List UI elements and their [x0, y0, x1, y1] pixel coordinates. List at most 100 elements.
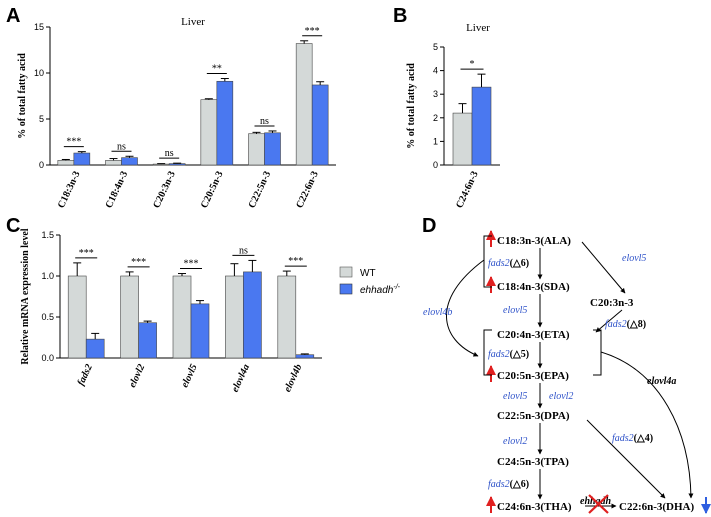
chart-c-y-axis-label: Relative mRNA expression level: [20, 228, 31, 364]
chart-a-bar: [168, 163, 186, 166]
bracket-eta-epa-right: [593, 329, 602, 376]
chart-a-ytick-label: 10: [34, 68, 44, 78]
chart-b-ytick-label: 0: [433, 160, 438, 170]
chart-b-y-axis-label: % of total fatty acid: [406, 63, 417, 149]
chart-a-bar: [216, 80, 234, 166]
chart-b-ytick-label: 2: [433, 113, 438, 123]
chart-b-ytick-label: 3: [433, 89, 438, 99]
enzyme-fads2-d6-bottom-delta: (△6): [510, 479, 529, 490]
chart-a-sig-label: ns: [260, 116, 269, 127]
chart-b-title: Liver: [466, 22, 490, 34]
node-dha: C22:6n-3(DHA): [619, 501, 694, 513]
enzyme-fads2-d8-name: fads2: [605, 319, 627, 330]
chart-c-sig-label: ***: [288, 256, 303, 267]
chart-a-bar: [248, 133, 265, 166]
chart-b-bar: [471, 86, 492, 166]
enzyme-elovl4b: elovl4b: [423, 307, 452, 318]
node-eta: C20:4n-3(ETA): [497, 329, 570, 341]
chart-c-sig-label: ns: [239, 245, 248, 256]
node-sda: C18:4n-3(SDA): [497, 281, 570, 293]
chart-b-bar: [452, 112, 473, 166]
chart-c-x-label: elovl4b: [282, 363, 304, 394]
chart-c-mrna-expression: 0.0 0.5 1.0 1.5 Relative mRNA expression lev…: [20, 228, 322, 394]
legend-label-ko-sup: -/-: [393, 284, 400, 291]
chart-b-ytick-label: 5: [433, 42, 438, 52]
chart-a-sig-label: ns: [165, 148, 174, 159]
panel-label-b: B: [393, 5, 407, 27]
chart-a-x-label: C22:6n-3: [294, 170, 321, 210]
arrow-elovl4b: [446, 259, 485, 357]
chart-a-sig-label: **: [212, 64, 222, 75]
panel-label-c: C: [6, 215, 20, 237]
chart-a-x-label: C18:3n-3: [56, 170, 83, 210]
chart-c-bar: [225, 275, 244, 359]
enzyme-elovl2-right: elovl2: [549, 391, 573, 402]
chart-b-liver-c24: 0 1 2 3 4 5 % of total fatty acid Liver * C24:6n-…: [406, 22, 500, 210]
chart-b-ytick-label: 1: [433, 136, 438, 146]
chart-c-ytick-label: 1.0: [41, 271, 54, 281]
enzyme-fads2-d5: fads2(△5): [488, 349, 529, 360]
enzyme-elovl4a: elovl4a: [647, 376, 676, 387]
chart-c-ytick-label: 0.5: [41, 312, 54, 322]
arrow-dpa-dha: [586, 419, 666, 499]
legend-label-ko: ehhadh-/-: [360, 284, 401, 296]
chart-c-bar: [295, 354, 315, 359]
node-tha: C24:6n-3(THA): [497, 501, 572, 513]
chart-a-bar: [200, 99, 218, 166]
chart-c-bar: [243, 271, 262, 359]
chart-a-x-label: C18:4n-3: [104, 170, 131, 210]
enzyme-fads2-d6-top-name: fads2: [488, 258, 510, 269]
chart-c-sig-label: ***: [131, 257, 146, 268]
enzyme-elovl5-mid: elovl5: [503, 305, 527, 316]
enzyme-fads2-d4-delta: (△4): [634, 433, 653, 444]
chart-b-ytick-label: 4: [433, 66, 438, 76]
chart-a-bar: [73, 152, 91, 166]
chart-c-x-label: elovl5: [179, 363, 199, 390]
chart-b-x-label: C24:6n-3: [454, 170, 481, 210]
chart-c-x-label: elovl4a: [230, 363, 252, 394]
chart-a-ytick-label: 15: [34, 22, 44, 32]
chart-c-bar: [277, 275, 297, 359]
chart-c-sig-label: ***: [79, 248, 94, 259]
chart-a-sig-label: ***: [305, 26, 320, 37]
enzyme-fads2-d6-bottom: fads2(△6): [488, 479, 529, 490]
enzyme-fads2-d4-name: fads2: [612, 433, 634, 444]
chart-c-bar: [172, 275, 192, 359]
node-epa: C20:5n-3(EPA): [497, 370, 569, 382]
chart-a-title: Liver: [181, 16, 205, 28]
chart-c-bar: [190, 303, 210, 359]
chart-c-sig-label: ***: [184, 259, 199, 270]
panel-label-d: D: [422, 215, 436, 237]
chart-c-x-label: fads2: [76, 363, 95, 388]
enzyme-fads2-d6-top: fads2(△6): [488, 258, 529, 269]
chart-a-bar: [311, 84, 329, 166]
chart-a-bar: [57, 160, 75, 166]
bracket-ala-sda: [483, 235, 492, 288]
node-dpa: C22:5n-3(DPA): [497, 410, 570, 422]
arrow-ala-c203: [581, 241, 626, 294]
node-c203: C20:3n-3: [590, 297, 634, 309]
node-tpa: C24:5n-3(TPA): [497, 456, 569, 468]
enzyme-fads2-d8: fads2(△8): [605, 319, 646, 330]
node-ala: C18:3n-3(ALA): [497, 235, 571, 247]
legend-swatch-ko: [339, 283, 353, 295]
legend-swatch-wt: [339, 266, 353, 278]
chart-c-ytick-label: 0.0: [41, 353, 54, 363]
legend-label-wt: WT: [360, 268, 376, 279]
chart-c-bar: [138, 322, 157, 359]
enzyme-fads2-d4: fads2(△4): [612, 433, 653, 444]
cross-mark-icon: [588, 494, 609, 514]
bracket-eta-epa: [483, 329, 492, 376]
chart-a-bar: [264, 132, 281, 166]
arrow-elovl4a: [600, 351, 694, 499]
enzyme-fads2-d6-bottom-name: fads2: [488, 479, 510, 490]
enzyme-elovl2-low: elovl2: [503, 436, 527, 447]
enzyme-elovl5-low: elovl5: [503, 391, 527, 402]
enzyme-fads2-d5-name: fads2: [488, 349, 510, 360]
chart-a-bar: [152, 163, 170, 166]
chart-a-sig-label: ***: [66, 137, 81, 148]
enzyme-fads2-d5-delta: (△5): [510, 349, 529, 360]
chart-b-sig-label: *: [470, 59, 475, 70]
chart-c-x-label: elovl2: [127, 363, 147, 390]
